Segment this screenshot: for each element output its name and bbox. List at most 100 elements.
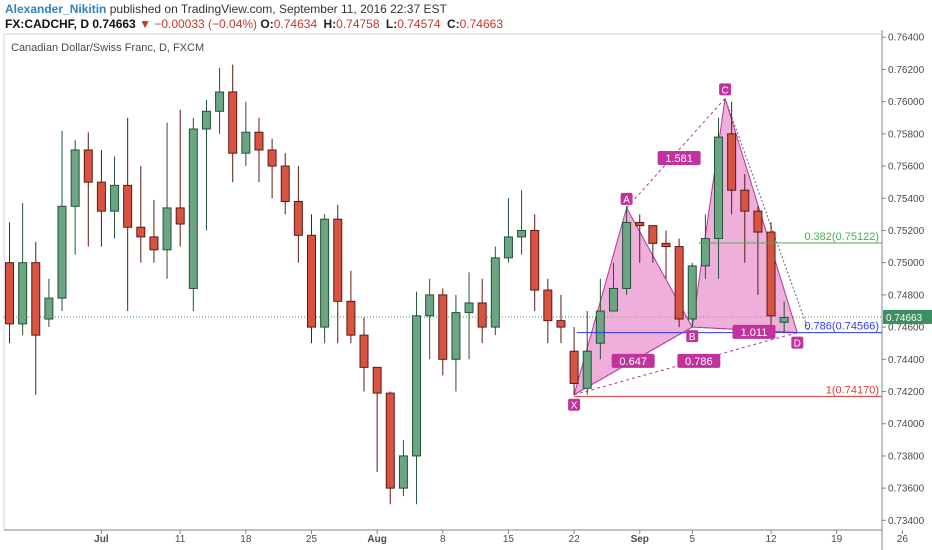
publish-line: Alexander_Nikitin published on TradingVi… [5,2,447,16]
ratio-label-box [732,324,776,339]
y-tick-label: 0.75000 [888,258,925,269]
x-tick-label: 5 [689,534,695,545]
candle-body[interactable] [727,133,737,191]
pattern-point-box [568,398,581,411]
pattern-point-label: D [794,339,801,350]
candle-body[interactable] [293,200,303,236]
candle-body[interactable] [188,128,198,289]
y-tick-label: 0.73800 [888,451,925,462]
author-link[interactable]: Alexander_Nikitin [5,2,107,16]
candle-body[interactable] [740,189,750,212]
candle-body[interactable] [228,91,238,154]
candle-body[interactable] [201,110,211,130]
candle-body[interactable] [451,312,461,360]
candle-body[interactable] [70,149,80,207]
candle-body[interactable] [398,455,408,489]
candle-body[interactable] [438,294,448,360]
candle-body[interactable] [543,289,553,322]
x-tick-label: 26 [897,534,909,545]
candle-body[interactable] [661,242,671,248]
candle-body[interactable] [595,310,605,344]
candle-body[interactable] [648,225,658,244]
x-tick-label: Aug [367,534,386,545]
candle-body[interactable] [766,231,776,317]
candle-body[interactable] [83,149,93,183]
chart-title: Canadian Dollar/Swiss Franc, D, FXCM [11,42,204,54]
candle-body[interactable] [44,297,54,320]
x-tick-label: 18 [240,534,252,545]
candle-body[interactable] [635,221,645,227]
x-tick-label: 11 [175,534,186,545]
candle-body[interactable] [267,149,277,167]
candle-body[interactable] [753,210,763,233]
candle-body[interactable] [110,184,120,212]
ratio-label-box [611,353,655,368]
candle-body[interactable] [149,236,159,251]
candle-body[interactable] [346,300,356,336]
pattern-point-box [620,192,633,205]
y-tick-label: 0.75400 [888,194,925,205]
candle-body[interactable] [320,218,330,328]
candle-body[interactable] [372,366,382,394]
candle-body[interactable] [464,302,474,314]
candle-body[interactable] [530,229,540,291]
candle-body[interactable] [385,392,395,489]
y-tick-label: 0.74200 [888,387,925,398]
low-label: L: [385,17,398,31]
pattern-point-label: C [721,85,728,96]
candle-body[interactable] [280,165,290,202]
ratio-label: 0.786 [685,356,713,368]
candle-body[interactable] [425,294,435,317]
candle-body[interactable] [123,184,133,228]
y-tick-label: 0.75200 [888,226,925,237]
y-tick-label: 0.75600 [888,162,925,173]
pattern-point-label: X [571,401,578,412]
candle-body[interactable] [31,262,41,336]
y-tick-label: 0.74800 [888,290,925,301]
candle-body[interactable] [714,136,724,240]
ratio-label: 0.647 [619,356,647,368]
candle-body[interactable] [215,91,225,112]
candle-body[interactable] [582,350,592,389]
candle-body[interactable] [687,265,697,320]
fib-level-label: 1(0.74170) [826,384,879,396]
candle-body[interactable] [254,131,264,151]
candle-body[interactable] [175,207,185,225]
high-value: 0.74758 [336,17,380,31]
candle-body[interactable] [162,207,172,251]
candle-body[interactable] [477,302,487,328]
y-tick-label: 0.74400 [888,355,925,366]
x-tick-label: 19 [831,534,843,545]
candle-body[interactable] [556,320,566,328]
candle-body[interactable] [96,181,106,212]
candle-body[interactable] [241,131,251,154]
candle-body[interactable] [359,334,369,368]
candle-body[interactable] [608,287,618,312]
candle-body[interactable] [700,238,710,267]
candle-body[interactable] [503,236,513,259]
candle-body[interactable] [779,316,789,323]
candle-body[interactable] [18,262,28,325]
candle-body[interactable] [136,226,146,238]
candle-body[interactable] [5,262,14,325]
chart-header: Alexander_Nikitin published on TradingVi… [0,0,932,34]
candle-body[interactable] [517,229,527,238]
ratio-label: 1.011 [741,327,768,339]
y-tick-label: 0.73400 [888,516,925,527]
y-tick-label: 0.76400 [888,33,925,44]
candle-body[interactable] [622,221,632,289]
candle-body[interactable] [490,257,500,328]
candle-body[interactable] [569,350,579,384]
open-label: O: [260,17,274,31]
candle-body[interactable] [57,205,67,299]
candle-body[interactable] [333,218,343,302]
y-tick-label: 0.75800 [888,129,925,140]
x-tick-label: 8 [440,534,446,545]
low-value: 0.74574 [397,17,441,31]
y-tick-label: 0.74600 [888,323,925,334]
symbol-label[interactable]: FX:CADCHF, D [5,17,89,31]
candle-body[interactable] [412,315,422,457]
candle-body[interactable] [306,234,316,328]
candle-body[interactable] [674,246,684,320]
